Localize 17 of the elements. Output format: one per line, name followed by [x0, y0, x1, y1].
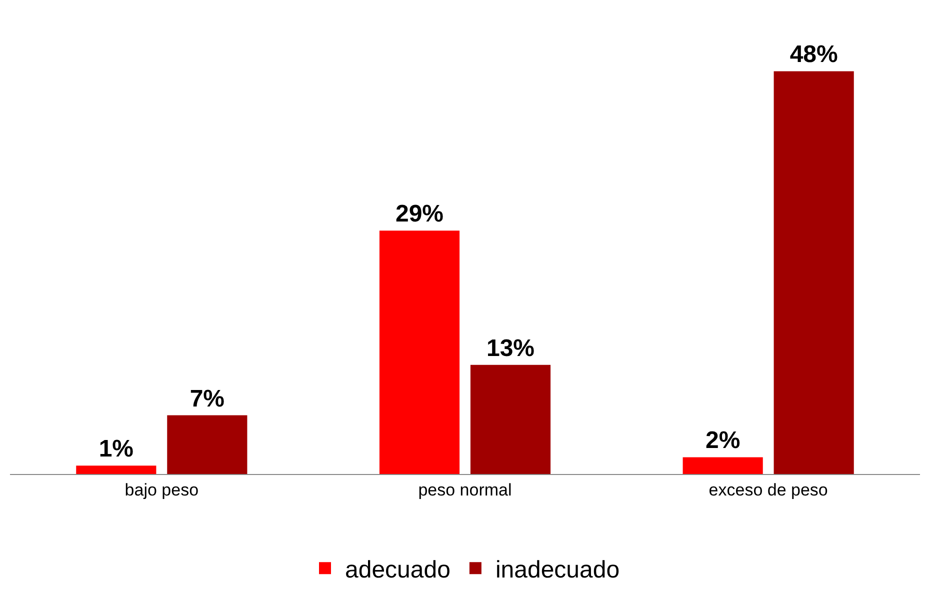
x-tick-label: bajo peso — [124, 480, 199, 500]
data-label: 1% — [98, 436, 134, 463]
data-label: 7% — [190, 385, 225, 412]
legend-label: adecuado — [345, 556, 450, 584]
bar — [167, 415, 248, 474]
data-label: 13% — [486, 334, 535, 362]
x-tick-label: exceso de peso — [708, 480, 828, 500]
data-label: 2% — [705, 427, 740, 454]
data-label: 48% — [790, 41, 838, 68]
bar — [774, 71, 854, 474]
bar — [379, 230, 460, 474]
bar — [470, 364, 551, 474]
bar — [76, 466, 156, 474]
legend-label: inadecuado — [495, 556, 620, 584]
x-tick-label: peso normal — [418, 480, 512, 500]
bar — [682, 457, 763, 474]
data-label: 29% — [395, 200, 444, 228]
